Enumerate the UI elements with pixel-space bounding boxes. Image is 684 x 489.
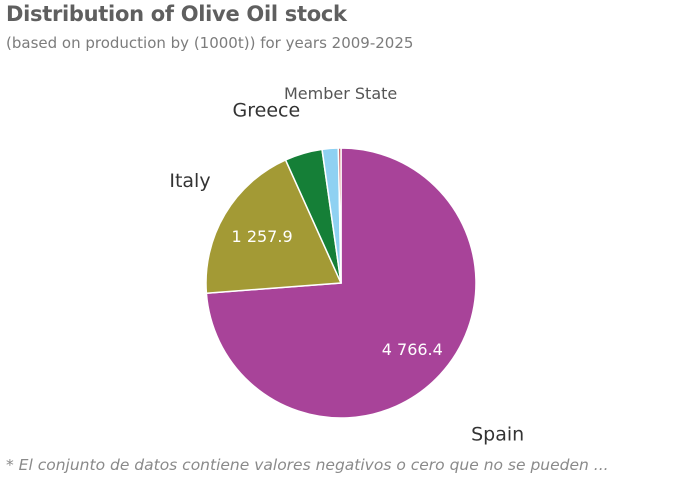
pie-label-greece: Greece: [233, 99, 301, 121]
pie-label-spain: Spain: [471, 423, 524, 445]
pie-slice-other-4[interactable]: [337, 147, 342, 284]
pie-labels: 4 766.4 Spain 1 257.9 Italy Greece: [169, 99, 524, 445]
pie-value-italy: 1 257.9: [232, 227, 293, 246]
pie-label-italy: Italy: [169, 170, 210, 192]
pie-slice-italy[interactable]: [205, 158, 343, 295]
legend-title: Member State: [284, 84, 398, 103]
footnote: * El conjunto de datos contiene valores …: [6, 456, 609, 474]
pie-value-spain: 4 766.4: [382, 340, 443, 359]
chart-title: Distribution of Olive Oil stock: [6, 2, 347, 26]
pie-slices: [205, 147, 477, 419]
chart-subtitle: (based on production by (1000t)) for yea…: [6, 34, 414, 52]
